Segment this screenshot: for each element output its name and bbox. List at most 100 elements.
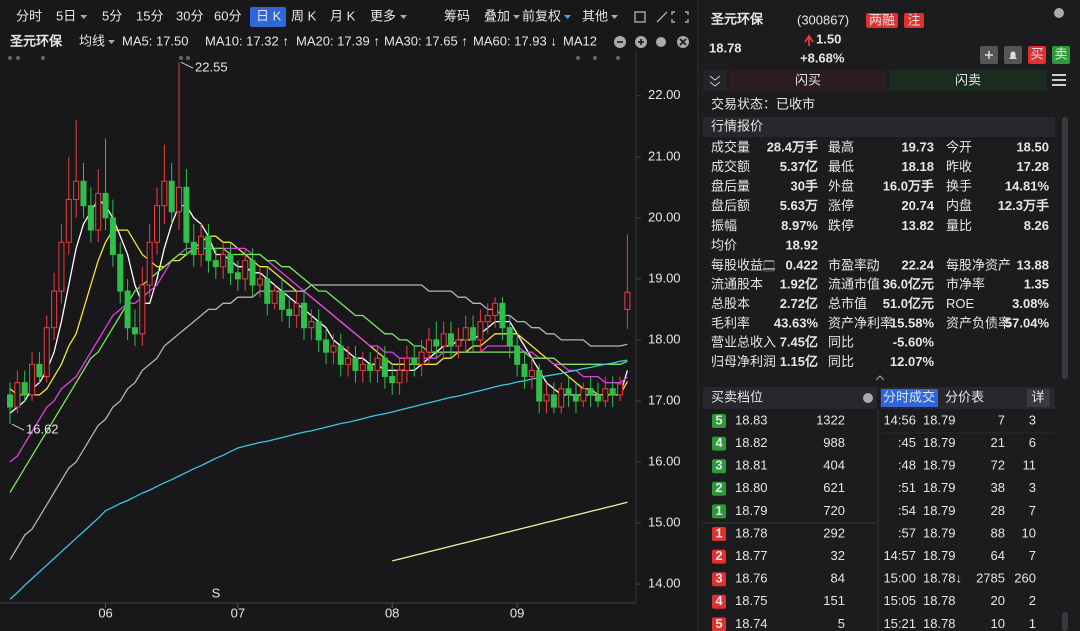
legend-item: MA10: 17.32 ↑: [205, 33, 289, 48]
dropdown-caret: [80, 15, 88, 19]
candle-body: [492, 302, 499, 317]
toolbar-tab[interactable]: 更多: [370, 8, 396, 23]
candle-body: [403, 357, 410, 371]
dots: [8, 56, 620, 60]
legend-item: MA20: 17.39 ↑: [296, 33, 380, 48]
candle-body: [131, 327, 138, 335]
candle-body: [418, 351, 425, 365]
book-price: 18.83: [735, 412, 768, 427]
y-tick-label: 18.00: [648, 331, 681, 346]
level-badge: [712, 414, 726, 428]
toolbar-tab[interactable]: 周 K: [291, 8, 317, 23]
toolbar-tab[interactable]: 月 K: [330, 8, 356, 23]
candle-body: [381, 357, 388, 378]
toolbar-icons[interactable]: [634, 11, 689, 23]
candle-body: [51, 290, 58, 329]
trade-price: 18.79: [923, 458, 956, 473]
toolbar-tool[interactable]: 前复权: [522, 8, 561, 23]
layout-icon[interactable]: [634, 11, 646, 23]
badge-text: 两融: [869, 12, 895, 27]
field-value: 18.18: [901, 159, 934, 174]
book-settings[interactable]: [863, 393, 873, 403]
level: 5: [715, 616, 722, 631]
flash-buy-button[interactable]: [729, 70, 887, 91]
detail-button[interactable]: [1027, 389, 1050, 407]
settings[interactable]: [656, 37, 666, 47]
trades-tab[interactable]: 分时成交: [883, 389, 935, 404]
field-value: 30手: [791, 179, 818, 194]
legend-item: MA60: 17.93 ↓: [473, 33, 557, 48]
fullscreen-icon[interactable]: [671, 11, 689, 23]
buy-button[interactable]: [1028, 46, 1046, 64]
toolbar-tab[interactable]: 15分: [136, 8, 163, 23]
candle-body: [462, 327, 469, 341]
toolbar-tab[interactable]: 5日: [56, 8, 76, 23]
sell-label: 卖: [1054, 46, 1067, 61]
toolbar-tab[interactable]: 60分: [214, 8, 241, 23]
field-value: 20.74: [901, 198, 934, 213]
field-label: 最低: [828, 159, 854, 174]
toolbar-tool[interactable]: 筹码: [444, 8, 470, 23]
annotation-line: [11, 423, 25, 431]
toolbar-tool[interactable]: 其他: [582, 8, 608, 23]
trade-price: 18.79: [923, 412, 956, 427]
field-label: 涨停: [828, 198, 854, 213]
expand-chevron[interactable]: [875, 375, 885, 381]
candle-body: [227, 253, 234, 274]
trade-time: 15:21: [883, 616, 916, 631]
candle-body: [337, 345, 344, 365]
book-volume: 1322: [816, 412, 845, 427]
candle-body: [161, 180, 168, 207]
draw-icon[interactable]: [656, 11, 668, 23]
toolbar-tab[interactable]: 30分: [176, 8, 203, 23]
legend-item: MA30: 17.65 ↑: [384, 33, 468, 48]
candle-body: [176, 186, 183, 213]
candle-body: [528, 369, 535, 378]
field-label: 外盘: [828, 179, 854, 194]
trade-price: 18.79: [923, 525, 956, 540]
trade-price: 18.79: [923, 548, 956, 563]
toolbar-tool[interactable]: 叠加: [484, 8, 510, 23]
icon-glyphs: [617, 38, 687, 46]
flash-sell: 闪卖: [955, 72, 981, 87]
candle-body: [389, 376, 396, 384]
annotation-line: [180, 61, 194, 69]
field-value: 19.73: [901, 139, 934, 154]
trades-tab[interactable]: 分价表: [945, 389, 984, 404]
dropdown-caret: [611, 15, 619, 19]
menu-icon[interactable]: [1052, 74, 1066, 86]
field-value: 16.0万手: [883, 179, 934, 194]
toolbar-tab[interactable]: 分时: [16, 8, 42, 23]
candle-body: [271, 290, 278, 304]
legend-button[interactable]: 均线: [79, 33, 105, 48]
level: 1: [715, 525, 722, 540]
toolbar-tab[interactable]: 日 K: [256, 8, 282, 23]
y-tick-label: 17.00: [648, 392, 681, 407]
candle-body: [514, 345, 521, 365]
field-label: 同比: [828, 354, 854, 369]
y-tick-label: 19.00: [648, 270, 681, 285]
y-tick-label: 16.00: [648, 453, 681, 468]
book-price: 18.81: [735, 458, 768, 473]
badge-text: 注: [907, 12, 920, 27]
detail-label[interactable]: 详: [1031, 389, 1044, 404]
panel-settings[interactable]: [1054, 8, 1064, 18]
field-label: 归母净利润: [711, 354, 776, 369]
candle-body: [21, 382, 28, 396]
flash-sell-button[interactable]: [889, 70, 1047, 91]
level-badge: [712, 481, 726, 496]
candle-body: [572, 394, 579, 402]
sell-button[interactable]: [1052, 46, 1070, 64]
dropdown-caret: [108, 40, 115, 44]
dropdown-caret: [564, 15, 572, 19]
toolbar-tab[interactable]: 5分: [102, 8, 122, 23]
candle-body: [220, 253, 227, 268]
field-label: 流通市值: [828, 277, 880, 292]
trade-time: :57: [898, 525, 916, 540]
candle-body: [330, 345, 337, 353]
level-badge: [712, 504, 726, 519]
book-volume: 5: [838, 616, 845, 631]
field-label: 每股净资产: [946, 257, 1011, 272]
trade-arrow: ↓: [956, 571, 963, 586]
candle-body: [14, 382, 21, 408]
